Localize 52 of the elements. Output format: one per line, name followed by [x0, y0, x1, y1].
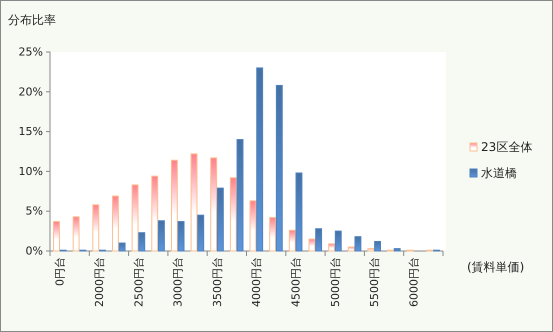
bar: [296, 172, 302, 252]
bar: [118, 242, 126, 252]
x-tick-label: 5500円台: [368, 257, 382, 307]
y-tick-label: 15%: [18, 125, 43, 138]
bar: [197, 214, 204, 252]
bar: [256, 67, 264, 252]
bar: [92, 204, 100, 252]
bar: [178, 221, 185, 252]
bar: [190, 153, 198, 252]
bar: [53, 221, 60, 252]
bar: [315, 228, 322, 252]
y-tick-label: 10%: [18, 164, 43, 178]
x-tick-label: 4500円台: [289, 257, 302, 307]
legend-label: 23区全体: [481, 140, 532, 154]
bar: [132, 184, 139, 252]
bar: [210, 157, 218, 252]
x-tick-label: 6000円台: [407, 257, 420, 307]
bar: [216, 188, 224, 252]
bar: [236, 139, 244, 252]
bar: [276, 84, 283, 252]
legend-label: 水道橋: [481, 166, 517, 180]
bar: [348, 246, 355, 252]
bar: [374, 240, 382, 252]
x-tick-label: 3000円台: [172, 257, 185, 307]
bar: [367, 248, 374, 252]
x-tick-label: 4000円台: [250, 257, 264, 307]
bar: [334, 230, 342, 252]
bar: [230, 177, 237, 252]
bar: [250, 200, 256, 252]
x-axis-title: (賃料単価): [467, 260, 524, 274]
x-tick-label: 0円台: [54, 257, 67, 286]
y-tick-label: 25%: [18, 46, 43, 59]
y-tick-label: 20%: [18, 85, 43, 98]
x-tick-label: 2000円台: [92, 257, 106, 307]
bar: [158, 220, 165, 252]
bar: [151, 176, 158, 252]
bar: [138, 232, 146, 252]
bar: [170, 160, 178, 252]
bar: [288, 230, 296, 252]
bar: [354, 236, 362, 252]
x-tick-label: 5000円台: [328, 257, 342, 307]
bar: [269, 217, 276, 252]
y-tick-label: 0%: [26, 244, 43, 258]
bar: [112, 196, 119, 252]
bar: [72, 216, 80, 252]
bar: [394, 248, 401, 252]
bar: [328, 243, 336, 252]
y-tick-label: 5%: [26, 204, 43, 218]
y-axis-title: 分布比率: [8, 13, 56, 27]
x-tick-label: 3500円台: [210, 257, 224, 307]
bar: [308, 238, 316, 252]
x-tick-label: 2500円台: [132, 257, 146, 307]
